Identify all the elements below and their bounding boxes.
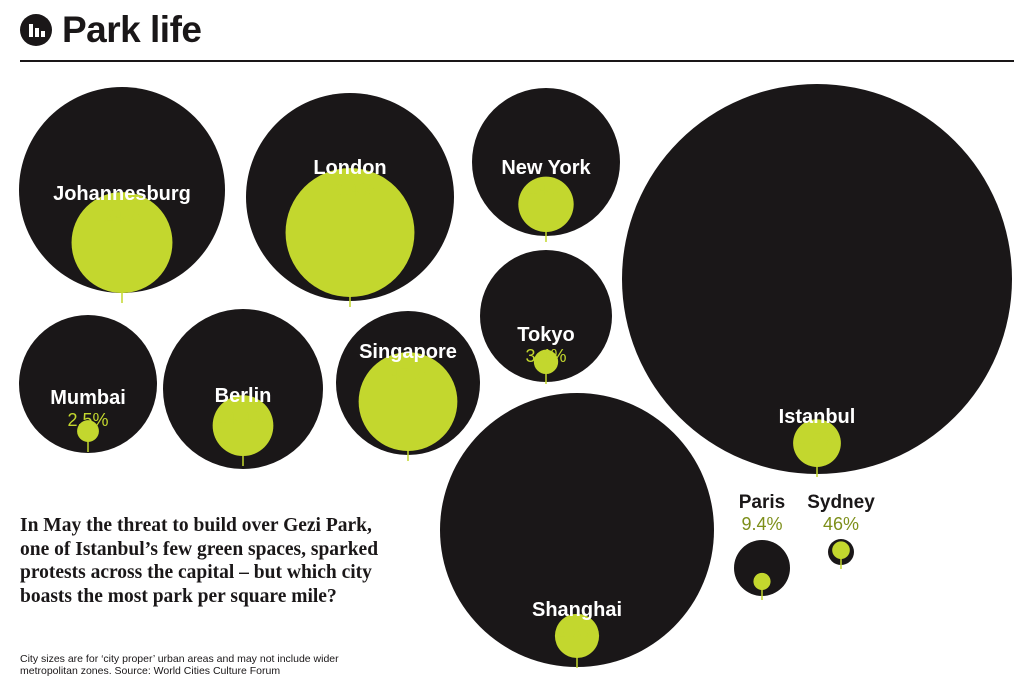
value-label-berlin: 14.4%	[217, 408, 268, 428]
city-label-berlin: Berlin	[215, 385, 272, 407]
value-label-johannesburg: 24%	[104, 206, 140, 226]
value-label-london: 38.4%	[324, 180, 375, 200]
value-label-paris: 9.4%	[741, 514, 782, 534]
city-label-shanghai: Shanghai	[532, 599, 622, 621]
park-circle-paris	[753, 572, 771, 590]
city-circle-istanbul	[622, 84, 1012, 474]
city-label-new-york: New York	[501, 157, 591, 179]
footnote: City sizes are for ‘city proper’ urban a…	[20, 653, 339, 677]
park-circle-singapore	[358, 352, 458, 451]
city-circle-paris	[734, 540, 790, 596]
park-circle-johannesburg	[71, 192, 173, 293]
city-label-sydney: Sydney	[807, 492, 875, 513]
park-circle-tokyo	[533, 349, 559, 374]
park-circle-new-york	[518, 176, 574, 232]
city-circle-shanghai	[440, 393, 714, 667]
park-circle-london	[285, 168, 415, 297]
page-title: Park life	[62, 9, 202, 50]
park-circle-mumbai	[77, 420, 99, 442]
city-label-johannesburg: Johannesburg	[53, 183, 191, 205]
park-circle-shanghai	[554, 613, 600, 658]
city-circle-johannesburg	[19, 87, 225, 293]
value-label-shanghai: 2.6%	[556, 622, 597, 642]
intro-text: In May the threat to build over Gezi Par…	[20, 515, 379, 607]
value-label-singapore: 47%	[390, 364, 426, 384]
park-circle-sydney	[832, 541, 850, 559]
city-label-mumbai: Mumbai	[50, 387, 126, 409]
city-label-london: London	[313, 157, 386, 179]
park-circle-istanbul	[793, 419, 841, 467]
value-label-mumbai: 2.5%	[67, 410, 108, 430]
value-label-sydney: 46%	[823, 514, 859, 534]
bar-chart-icon	[20, 14, 52, 46]
city-label-singapore: Singapore	[359, 341, 457, 363]
value-label-istanbul: 1.5%	[796, 429, 837, 449]
park-circle-berlin	[212, 395, 274, 456]
value-label-tokyo: 3.4%	[525, 346, 566, 366]
city-label-paris: Paris	[739, 492, 785, 513]
city-circle-new-york	[472, 88, 620, 236]
header: Park life	[0, 0, 1024, 62]
city-circle-mumbai	[19, 315, 157, 453]
city-label-istanbul: Istanbul	[779, 406, 856, 428]
city-circle-berlin	[163, 309, 323, 469]
value-label-new-york: 14%	[528, 179, 564, 199]
city-circle-tokyo	[480, 250, 612, 382]
title-rule	[20, 60, 1014, 62]
city-label-tokyo: Tokyo	[517, 324, 574, 346]
